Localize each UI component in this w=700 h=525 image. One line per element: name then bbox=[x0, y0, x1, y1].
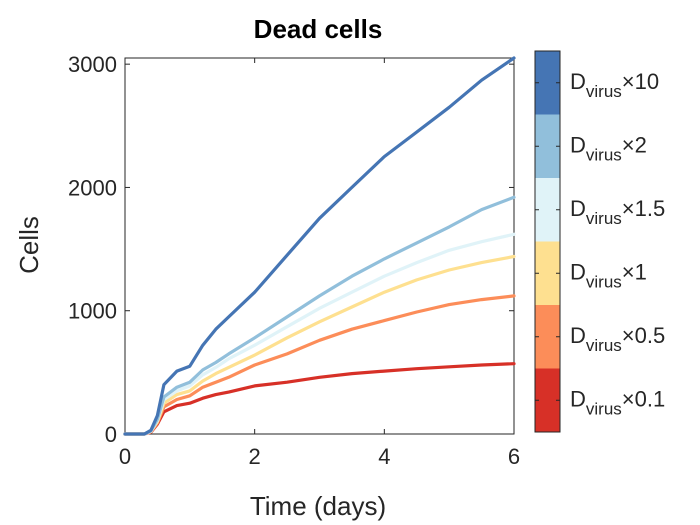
x-tick-label: 4 bbox=[378, 444, 390, 469]
colorbar-swatch bbox=[535, 368, 560, 432]
x-tick-label: 2 bbox=[249, 444, 261, 469]
colorbar-label: Dvirus×0.5 bbox=[570, 323, 665, 355]
y-tick-label: 0 bbox=[105, 422, 117, 447]
series-line bbox=[123, 254, 516, 436]
x-tick-label: 0 bbox=[119, 444, 131, 469]
y-tick-label: 3000 bbox=[68, 52, 117, 77]
colorbar-legend: Dvirus×10 Dvirus×2 Dvirus×1.5 Dvirus×1 Dviru… bbox=[534, 50, 665, 433]
y-tick-label: 2000 bbox=[68, 175, 117, 200]
y-axis-label: Cells bbox=[14, 216, 44, 274]
colorbar-swatch bbox=[535, 178, 560, 242]
colorbar-swatch bbox=[535, 241, 560, 305]
plot-area: 0 2 4 6 0 1000 2000 3000 bbox=[68, 52, 520, 469]
colorbar-label: Dvirus×2 bbox=[570, 132, 647, 164]
colorbar-label: Dvirus×10 bbox=[570, 69, 659, 101]
colorbar-frame bbox=[534, 50, 561, 433]
y-tick-label: 1000 bbox=[68, 299, 117, 324]
chart-title: Dead cells bbox=[254, 14, 383, 44]
colorbar-swatch bbox=[535, 305, 560, 369]
colorbar-label: Dvirus×1.5 bbox=[570, 196, 665, 228]
colorbar-label: Dvirus×1 bbox=[570, 259, 647, 291]
colorbar-swatch bbox=[535, 114, 560, 178]
axes-box bbox=[124, 57, 515, 435]
series-line bbox=[123, 56, 516, 436]
colorbar-swatch bbox=[535, 51, 560, 115]
x-tick-label: 6 bbox=[508, 444, 520, 469]
colorbar-label: Dvirus×0.1 bbox=[570, 386, 665, 418]
x-axis-label: Time (days) bbox=[250, 491, 386, 521]
